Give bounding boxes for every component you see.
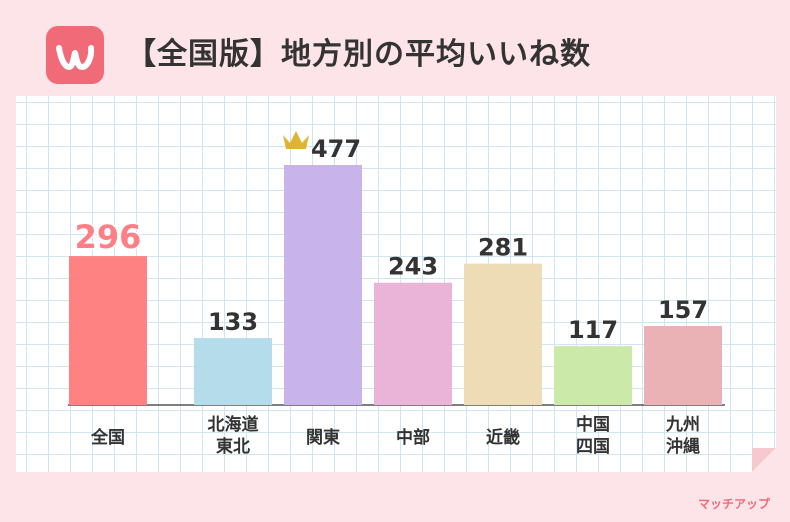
bar: [284, 165, 362, 405]
bar-value-label: 296: [75, 218, 142, 256]
bar: [644, 326, 722, 405]
app-logo-w-icon: [56, 45, 95, 70]
category-label: 東北: [216, 436, 250, 457]
crown-icon: [283, 131, 309, 149]
bar: [194, 338, 272, 405]
bar: [69, 256, 147, 405]
bar-value-label: 281: [478, 234, 528, 262]
bar-value-label: 133: [208, 308, 258, 336]
board-folded-corner: [752, 448, 776, 472]
brand-mark: マッチアップ: [697, 497, 770, 511]
bar: [464, 263, 542, 405]
bar-value-label: 243: [388, 253, 438, 281]
category-label: 北海道: [208, 414, 259, 435]
bar-value-label: 117: [568, 316, 618, 344]
category-label: 関東: [306, 427, 340, 448]
page-title: 【全国版】地方別の平均いいね数: [126, 37, 591, 72]
bar: [554, 346, 632, 405]
category-label: 四国: [576, 437, 610, 457]
app-logo: [46, 26, 104, 84]
bar-value-label: 477: [311, 135, 361, 163]
bar: [374, 282, 452, 405]
category-label: 九州: [665, 415, 700, 435]
category-label: 中国: [576, 414, 610, 435]
category-label: 全国: [90, 427, 125, 448]
category-label: 中部: [396, 427, 430, 448]
bar-value-label: 157: [658, 296, 708, 324]
category-label: 近畿: [486, 427, 520, 448]
category-label: 沖縄: [666, 436, 700, 457]
